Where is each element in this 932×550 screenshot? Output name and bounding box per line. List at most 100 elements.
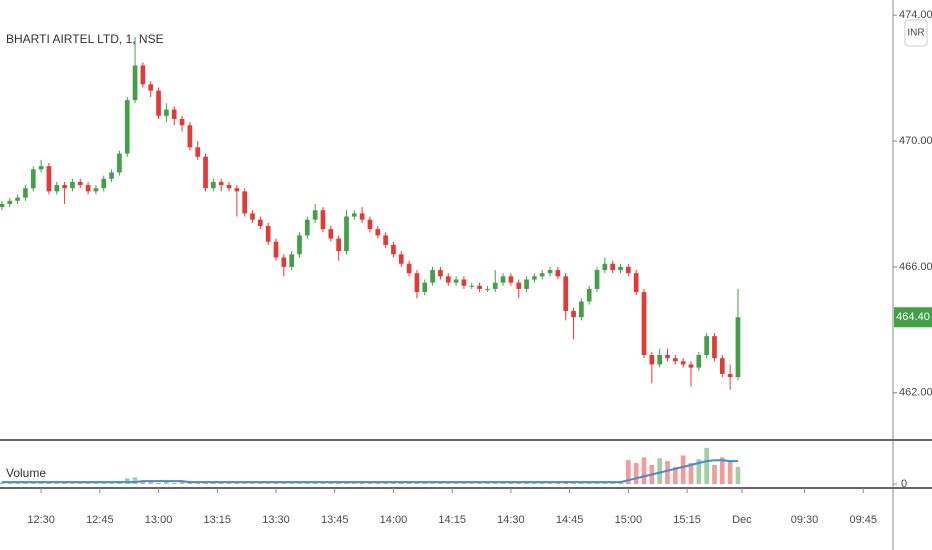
candle-body: [586, 288, 592, 302]
candle-body: [289, 254, 295, 267]
volume-bar: [735, 466, 741, 484]
candle-body: [672, 358, 678, 362]
volume-bar: [250, 483, 255, 484]
candle-body: [500, 276, 506, 283]
volume-label: Volume: [6, 466, 46, 480]
volume-bar: [367, 483, 373, 484]
volume-bar: [704, 447, 709, 484]
volume-bar: [226, 483, 232, 484]
candle-body: [719, 358, 725, 374]
candle-body: [602, 263, 608, 271]
candle-body: [359, 213, 365, 220]
volume-bar: [500, 483, 506, 484]
candle-body: [438, 270, 443, 277]
candle-body: [195, 147, 201, 157]
volume-bar: [688, 463, 694, 484]
candle-body: [430, 270, 435, 283]
candle-body: [594, 270, 600, 289]
candle-body: [398, 254, 404, 264]
candle-body: [688, 364, 694, 368]
candle-body: [85, 185, 91, 192]
candle-body: [563, 276, 569, 311]
candle-body: [391, 244, 396, 255]
volume-bar: [430, 483, 435, 484]
candle-body: [665, 355, 670, 359]
x-tick-label: 14:00: [380, 514, 408, 526]
volume-bar: [492, 483, 498, 484]
candle-body: [344, 216, 349, 252]
candle-body: [422, 282, 428, 293]
volume-bar: [453, 483, 459, 484]
candle-body: [555, 270, 561, 277]
candle-body: [312, 210, 318, 220]
candle-body: [297, 235, 302, 255]
volume-bar: [289, 483, 295, 484]
candle-body: [539, 273, 545, 277]
candle-body: [641, 292, 647, 356]
candle-body: [132, 65, 138, 101]
x-tick-label: 14:45: [556, 514, 584, 526]
x-tick-label: 09:30: [791, 514, 819, 526]
volume-bar: [344, 483, 349, 484]
candle-body: [633, 273, 639, 293]
volume-bar: [265, 483, 271, 484]
candle-body: [328, 229, 334, 239]
candle-body: [579, 301, 584, 318]
candle-body: [445, 276, 451, 283]
candle-body: [54, 185, 60, 192]
y-tick-label: 466.00: [899, 261, 932, 273]
candle-body: [0, 203, 5, 208]
candle-body: [626, 266, 631, 274]
candle-body: [187, 125, 193, 148]
volume-bar: [85, 483, 91, 484]
volume-bar: [23, 483, 28, 484]
volume-bar: [665, 461, 670, 484]
volume-bar: [641, 457, 647, 484]
candle-body: [234, 188, 240, 192]
volume-bar: [171, 483, 177, 484]
volume-bar: [320, 483, 326, 484]
candle-body: [304, 219, 310, 236]
volume-tick-label: 0: [901, 478, 907, 490]
y-tick-label: 474.00: [899, 9, 932, 21]
candle-body: [226, 185, 232, 189]
volume-bar: [148, 482, 154, 484]
candle-body: [453, 279, 459, 283]
candle-body: [727, 373, 733, 378]
candle-body: [657, 355, 663, 365]
candle-body: [508, 276, 514, 283]
candle-body: [712, 336, 717, 359]
y-tick-label: 470.00: [899, 135, 932, 147]
volume-bar: [626, 460, 631, 484]
volume-bar: [422, 483, 428, 484]
volume-bar: [586, 483, 592, 484]
x-tick-label: 14:15: [438, 514, 466, 526]
candle-body: [101, 178, 107, 189]
candle-body: [117, 153, 122, 173]
candle-body: [70, 181, 75, 189]
x-tick-label: 14:30: [497, 514, 525, 526]
candle-body: [30, 169, 36, 189]
volume-bar: [140, 482, 146, 484]
candle-body: [171, 109, 177, 119]
chart-title: BHARTI AIRTEL LTD, 1, NSE: [6, 32, 164, 46]
candle-body: [156, 90, 161, 116]
volume-bar: [406, 483, 412, 484]
candle-body: [618, 266, 623, 271]
currency-label[interactable]: INR: [907, 28, 924, 39]
candle-body: [218, 181, 224, 186]
candle-body: [680, 361, 686, 365]
x-tick-label: 15:15: [673, 514, 701, 526]
volume-bar: [211, 483, 216, 484]
y-tick-label: 462.00: [899, 387, 932, 399]
candle-body: [164, 109, 169, 116]
candle-body: [62, 185, 67, 189]
candle-body: [469, 285, 475, 287]
currency-button[interactable]: [904, 19, 928, 47]
candle-body: [571, 310, 576, 318]
volume-bar: [469, 483, 475, 484]
volume-bar: [179, 482, 185, 484]
x-tick-label: 13:00: [145, 514, 173, 526]
candle-body: [336, 238, 341, 252]
